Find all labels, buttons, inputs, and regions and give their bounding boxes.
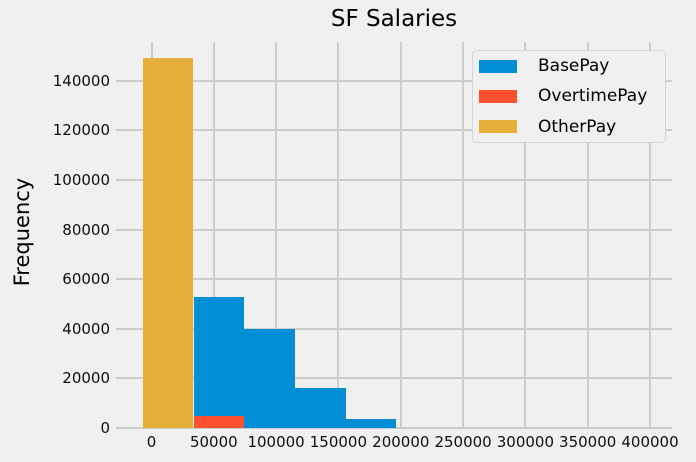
v-gridline (275, 42, 278, 428)
x-tick-label: 0 (146, 433, 157, 451)
legend-swatch-icon (479, 89, 517, 103)
v-gridline (337, 42, 340, 428)
legend-item-overtimepay: OvertimePay (473, 81, 665, 111)
y-tick-label: 140000 (52, 71, 110, 90)
y-tick-label: 40000 (62, 319, 110, 338)
h-gridline (116, 178, 672, 181)
x-tick-label: 50000 (189, 433, 238, 451)
h-gridline (116, 228, 672, 231)
legend-label: OvertimePay (538, 86, 648, 107)
v-gridline (586, 42, 589, 428)
legend: BasePay OvertimePay OtherPay (472, 50, 666, 143)
y-tick-label: 100000 (52, 170, 110, 189)
legend-swatch-icon (479, 120, 517, 134)
bar-basepay (193, 296, 245, 428)
legend-label: BasePay (538, 56, 610, 77)
x-tick-label: 400000 (621, 433, 679, 451)
legend-item-otherpay: OtherPay (473, 112, 665, 142)
x-tick-label: 250000 (434, 433, 492, 451)
chart-title: SF Salaries (330, 6, 458, 32)
y-tick-label: 120000 (52, 121, 110, 140)
legend-item-basepay: BasePay (473, 51, 665, 81)
v-gridline (462, 42, 465, 428)
h-gridline (116, 427, 672, 429)
x-tick-label: 300000 (496, 433, 555, 451)
y-tick-label: 80000 (62, 220, 110, 239)
v-gridline (399, 42, 402, 428)
bar-otherpay (142, 58, 194, 428)
bar-basepay (345, 419, 397, 428)
y-axis-label: Frequency (10, 177, 34, 287)
h-gridline (116, 278, 672, 281)
x-tick-label: 100000 (247, 433, 305, 451)
x-tick-label: 150000 (309, 433, 368, 451)
bar-overtimepay (193, 415, 245, 428)
v-gridline (649, 42, 651, 428)
h-gridline (116, 377, 672, 380)
v-gridline (524, 42, 527, 428)
x-tick-label: 200000 (372, 433, 430, 451)
y-tick-label: 60000 (62, 270, 110, 289)
h-gridline (116, 129, 672, 132)
h-gridline (116, 327, 672, 330)
bar-basepay (244, 328, 295, 428)
v-gridline (212, 42, 215, 428)
x-tick-label: 350000 (559, 433, 617, 451)
y-tick-label: 20000 (62, 369, 110, 388)
legend-label: OtherPay (538, 116, 617, 137)
legend-swatch-icon (479, 59, 517, 73)
bar-basepay (294, 388, 346, 428)
y-tick-label: 0 (100, 419, 110, 437)
h-gridline (116, 79, 672, 82)
